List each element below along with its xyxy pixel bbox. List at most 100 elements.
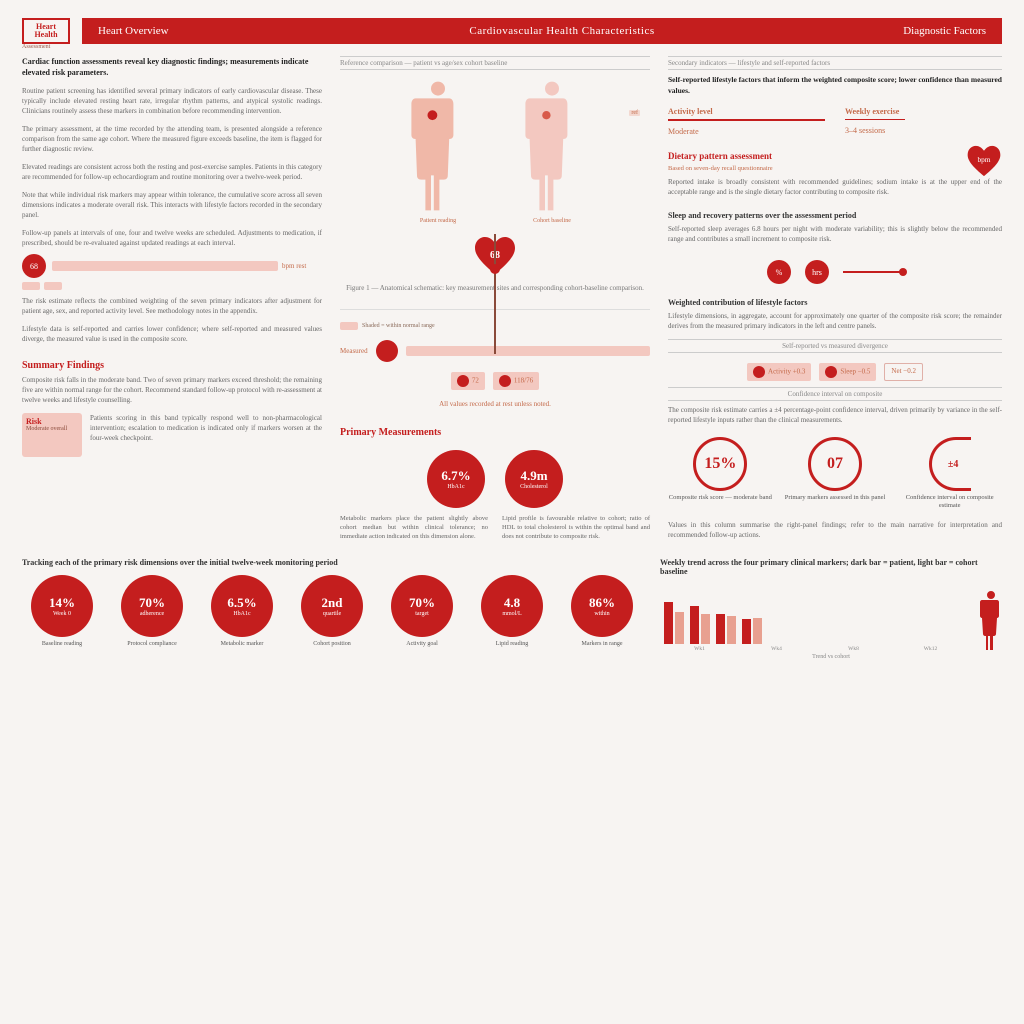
- bottom-right: Weekly trend across the four primary cli…: [660, 558, 1002, 660]
- right-h3: Weighted contribution of lifestyle facto…: [668, 298, 1002, 307]
- stat-col-1: Metabolic markers place the patient slig…: [340, 514, 488, 541]
- left-p4: Note that while individual risk markers …: [22, 190, 322, 220]
- stat-dot-item: 86%withinMarkers in range: [562, 575, 642, 647]
- bar-group: [664, 602, 684, 644]
- heart-icon-small: bpm: [966, 145, 1002, 177]
- chip: Activity +0.3: [747, 363, 811, 381]
- right-p2: Self-reported sleep averages 6.8 hours p…: [668, 224, 1002, 244]
- right-small-header: Secondary indicators — lifestyle and sel…: [668, 56, 1002, 70]
- left-intro: Cardiac function assessments reveal key …: [22, 57, 308, 77]
- risk-card-title: Risk: [26, 417, 78, 426]
- body-silhouette-cohort: [524, 76, 580, 216]
- bar-group: [690, 606, 710, 644]
- right-sec-hdr: Self-reported vs measured divergence: [668, 339, 1002, 353]
- ring-label-2: Primary markers assessed in this panel: [783, 494, 888, 502]
- bottom-right-title: Weekly trend across the four primary cli…: [660, 558, 1002, 576]
- stat-dot: 70%adherence: [121, 575, 183, 637]
- measure-dot: [376, 340, 398, 362]
- stat-dot-label: Lipid reading: [496, 641, 529, 647]
- ring-label-1: Composite risk score — moderate band: [668, 494, 773, 502]
- x-label: Wk4: [741, 646, 812, 652]
- bar: [664, 602, 673, 644]
- header-right: Diagnostic Factors: [766, 25, 986, 37]
- bar-group: [742, 618, 762, 644]
- stat-dot: 4.8mmol/L: [481, 575, 543, 637]
- chip-row: 72 118/76: [340, 372, 650, 390]
- ring-row: 15% Composite risk score — moderate band…: [668, 437, 1002, 510]
- icon-row: % hrs: [668, 260, 1002, 284]
- stat-circle-2: 4.9mCholesterol: [505, 450, 563, 508]
- bar: [675, 612, 684, 644]
- header-bar: Heart Overview Cardiovascular Health Cha…: [82, 18, 1002, 44]
- x-label: Wk1: [664, 646, 735, 652]
- chip: Sleep −0.5: [819, 363, 876, 381]
- chart-side-label: Trend vs cohort: [660, 654, 1002, 660]
- stat-dot-item: 4.8mmol/L Lipid reading: [472, 575, 552, 647]
- right-column: Secondary indicators — lifestyle and sel…: [668, 56, 1002, 548]
- measure-bar: [406, 346, 650, 356]
- bar: [753, 618, 762, 644]
- person-icon: [980, 590, 1002, 652]
- bottom-left-title: Tracking each of the primary risk dimens…: [22, 558, 642, 567]
- stat-dot-row: 14%Week 0Baseline reading70%adherencePro…: [22, 575, 642, 647]
- progress-bar: [52, 261, 278, 271]
- kv-row: Weekly exercise: [845, 107, 1002, 116]
- bar: [690, 606, 699, 644]
- stat-dot: 86%within: [571, 575, 633, 637]
- stat-dot: 70%target: [391, 575, 453, 637]
- mid-footnote: All values recorded at rest unless noted…: [340, 400, 650, 409]
- stat-col-2: Lipid profile is favourable relative to …: [502, 514, 650, 541]
- x-label: Wk12: [895, 646, 966, 652]
- metric-icon: %: [767, 260, 791, 284]
- stat-dot-item: 6.5%HbA1c Metabolic marker: [202, 575, 282, 647]
- chart-x-labels: Wk1 Wk4 Wk8 Wk12: [660, 644, 970, 652]
- body-comparison-figure: Patient reading Cohort baseline ref: [340, 74, 650, 224]
- logo-subtitle: Assessment: [22, 44, 76, 51]
- legend-swatch: [22, 282, 40, 290]
- stat-dot-item: 2ndquartileCohort position: [292, 575, 372, 647]
- header-left: Heart Overview: [98, 25, 358, 37]
- stat-text-columns: Metabolic markers place the patient slig…: [340, 514, 650, 541]
- red-rule: [668, 119, 825, 121]
- mid-section-header: Primary Measurements: [340, 427, 650, 438]
- metric-icon: hrs: [805, 260, 829, 284]
- risk-card: Risk Moderate overall: [22, 413, 82, 457]
- stat-dot-label: Activity goal: [406, 641, 438, 647]
- bar-group: [716, 614, 736, 644]
- logo-title: Heart Health: [22, 18, 70, 44]
- legend-row-left: [22, 282, 322, 290]
- left-column: Cardiac function assessments reveal key …: [22, 56, 322, 548]
- half-ring-stat: ±4: [929, 437, 971, 491]
- body-silhouette-patient: [410, 76, 466, 216]
- ring-stat-1: 15%: [693, 437, 747, 491]
- legend-text: Shaded = within normal range: [362, 323, 435, 329]
- progress-label: bpm rest: [282, 262, 322, 270]
- brand-logo: Heart Health Assessment: [22, 18, 76, 58]
- stat-dot-item: 14%Week 0 Baseline reading: [22, 575, 102, 647]
- bar: [742, 619, 751, 644]
- red-rule-short: [845, 119, 905, 120]
- stat-dot-label: Baseline reading: [42, 641, 82, 647]
- stat-dot-label: Cohort position: [313, 641, 351, 647]
- body-tag: ref: [629, 110, 640, 116]
- left-p5: Follow-up panels at intervals of one, fo…: [22, 228, 322, 248]
- progress-value: 68: [22, 254, 46, 278]
- stat-dot: 14%Week 0: [31, 575, 93, 637]
- stat-dot: 6.5%HbA1c: [211, 575, 273, 637]
- header-center: Cardiovascular Health Characteristics: [358, 25, 766, 37]
- left-p8: Composite risk falls in the moderate ban…: [22, 375, 322, 405]
- left-p9: Patients scoring in this band typically …: [90, 413, 322, 443]
- right-h2: Sleep and recovery patterns over the ass…: [668, 211, 1002, 220]
- chip-hr: 72: [451, 372, 485, 390]
- bottom-left: Tracking each of the primary risk dimens…: [22, 558, 642, 660]
- bar: [701, 614, 710, 644]
- x-label: Wk8: [818, 646, 889, 652]
- bar: [716, 614, 725, 644]
- body-label-patient: Patient reading: [410, 218, 466, 224]
- stat-dot-label: Metabolic marker: [221, 641, 264, 647]
- right-p1: Reported intake is broadly consistent wi…: [668, 177, 1002, 197]
- right-h1-sub: Based on seven-day recall questionnaire: [668, 165, 956, 172]
- right-p3: Lifestyle dimensions, in aggregate, acco…: [668, 311, 1002, 331]
- legend-swatch: [44, 282, 62, 290]
- risk-card-body: Moderate overall: [26, 426, 78, 432]
